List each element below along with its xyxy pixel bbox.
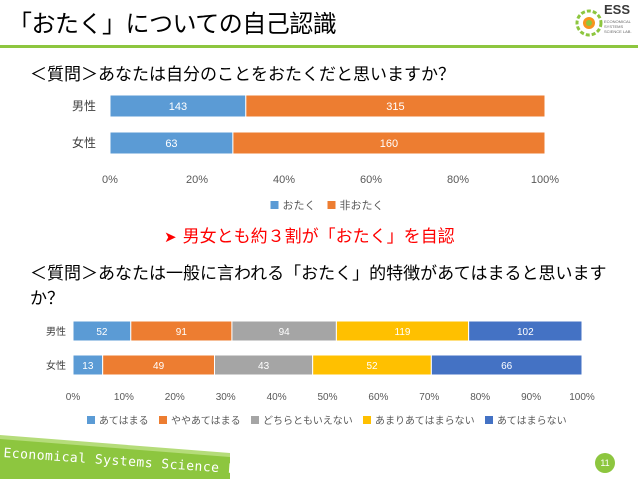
legend-label: おたく: [283, 199, 316, 212]
category-label: 女性: [46, 359, 66, 372]
category-label: 男性: [72, 99, 96, 113]
page-title: 「おたく」についての自己認識: [8, 10, 337, 38]
category-label: 女性: [72, 135, 96, 150]
chart-otaku-traits: 男性 52 91 94 119 102 女性 13 49 43 52 66 0% 10% 20% 30% 40%…: [46, 320, 595, 427]
legend-swatch: [270, 201, 279, 209]
legend-label: ややあてはまる: [171, 415, 241, 427]
data-label: 13: [82, 361, 94, 372]
x-tick-label: 70%: [419, 392, 439, 403]
x-tick-label: 50%: [317, 392, 337, 403]
x-tick-label: 20%: [186, 174, 208, 186]
x-tick-label: 0%: [66, 392, 81, 403]
data-label: 52: [366, 361, 378, 372]
data-label: 160: [380, 138, 398, 150]
x-tick-label: 40%: [267, 392, 287, 403]
legend-swatch: [251, 416, 259, 424]
category-label: 男性: [46, 325, 66, 338]
x-tick-label: 20%: [165, 392, 185, 403]
data-label: 94: [279, 327, 291, 338]
data-label: 66: [501, 361, 513, 372]
data-label: 102: [517, 327, 534, 338]
data-label: 63: [165, 138, 177, 150]
legend-swatch: [485, 416, 493, 424]
legend-swatch: [363, 416, 371, 424]
title-divider: [0, 45, 638, 48]
legend-label: あまりあてはまらない: [375, 415, 475, 427]
legend-label: あてはまる: [99, 415, 149, 427]
x-tick-label: 30%: [216, 392, 236, 403]
conclusion-label: 男女とも約３割が「おたく」を自認: [182, 227, 455, 247]
data-label: 52: [96, 327, 108, 338]
x-tick-label: 90%: [521, 392, 541, 403]
x-tick-label: 0%: [102, 174, 118, 186]
x-tick-label: 100%: [531, 174, 559, 186]
data-label: 49: [153, 361, 165, 372]
bar-segment: [468, 320, 583, 342]
bar-segment: [430, 354, 583, 376]
x-tick-label: 10%: [114, 392, 134, 403]
x-tick-label: 40%: [273, 174, 295, 186]
data-label: 143: [169, 101, 187, 113]
footer-band: [0, 435, 230, 479]
bar-segment: [245, 94, 546, 118]
x-tick-label: 60%: [360, 174, 382, 186]
legend-swatch: [87, 416, 95, 424]
x-tick-label: 60%: [368, 392, 388, 403]
data-label: 315: [386, 101, 404, 113]
conclusion-text: ➤ 男女とも約３割が「おたく」を自認: [164, 222, 455, 247]
legend-label: 非おたく: [340, 199, 384, 212]
question-2: ＜質問＞あなたは一般に言われる「おたく」的特徴があてはまると思いますか？: [30, 264, 607, 309]
page-number: 11: [595, 453, 615, 473]
legend-swatch: [327, 201, 336, 209]
legend-label: あてはまらない: [497, 415, 567, 427]
logo-subtext: ECONOMICAL SYSTEMS SCIENCE LAB.: [604, 19, 632, 34]
x-tick-label: 80%: [447, 174, 469, 186]
arrow-bullet-icon: ➤: [164, 228, 177, 246]
x-tick-label: 80%: [470, 392, 490, 403]
question-1: ＜質問＞あなたは自分のことをおたくだと思いますか？: [30, 65, 455, 85]
logo-text: ESS: [604, 2, 631, 17]
legend-label: どちらともいえない: [263, 415, 353, 427]
x-tick-label: 100%: [569, 392, 595, 403]
data-label: 43: [258, 361, 270, 372]
data-label: 119: [395, 327, 411, 338]
bar-segment: [232, 131, 546, 155]
ess-logo-icon: [575, 9, 603, 37]
data-label: 91: [176, 327, 188, 338]
legend-swatch: [159, 416, 167, 424]
chart-otaku-self-identification: 男性 143 315 女性 63 160 0% 20% 40% 60% 80% 100% おたく 非おたく: [72, 94, 559, 212]
